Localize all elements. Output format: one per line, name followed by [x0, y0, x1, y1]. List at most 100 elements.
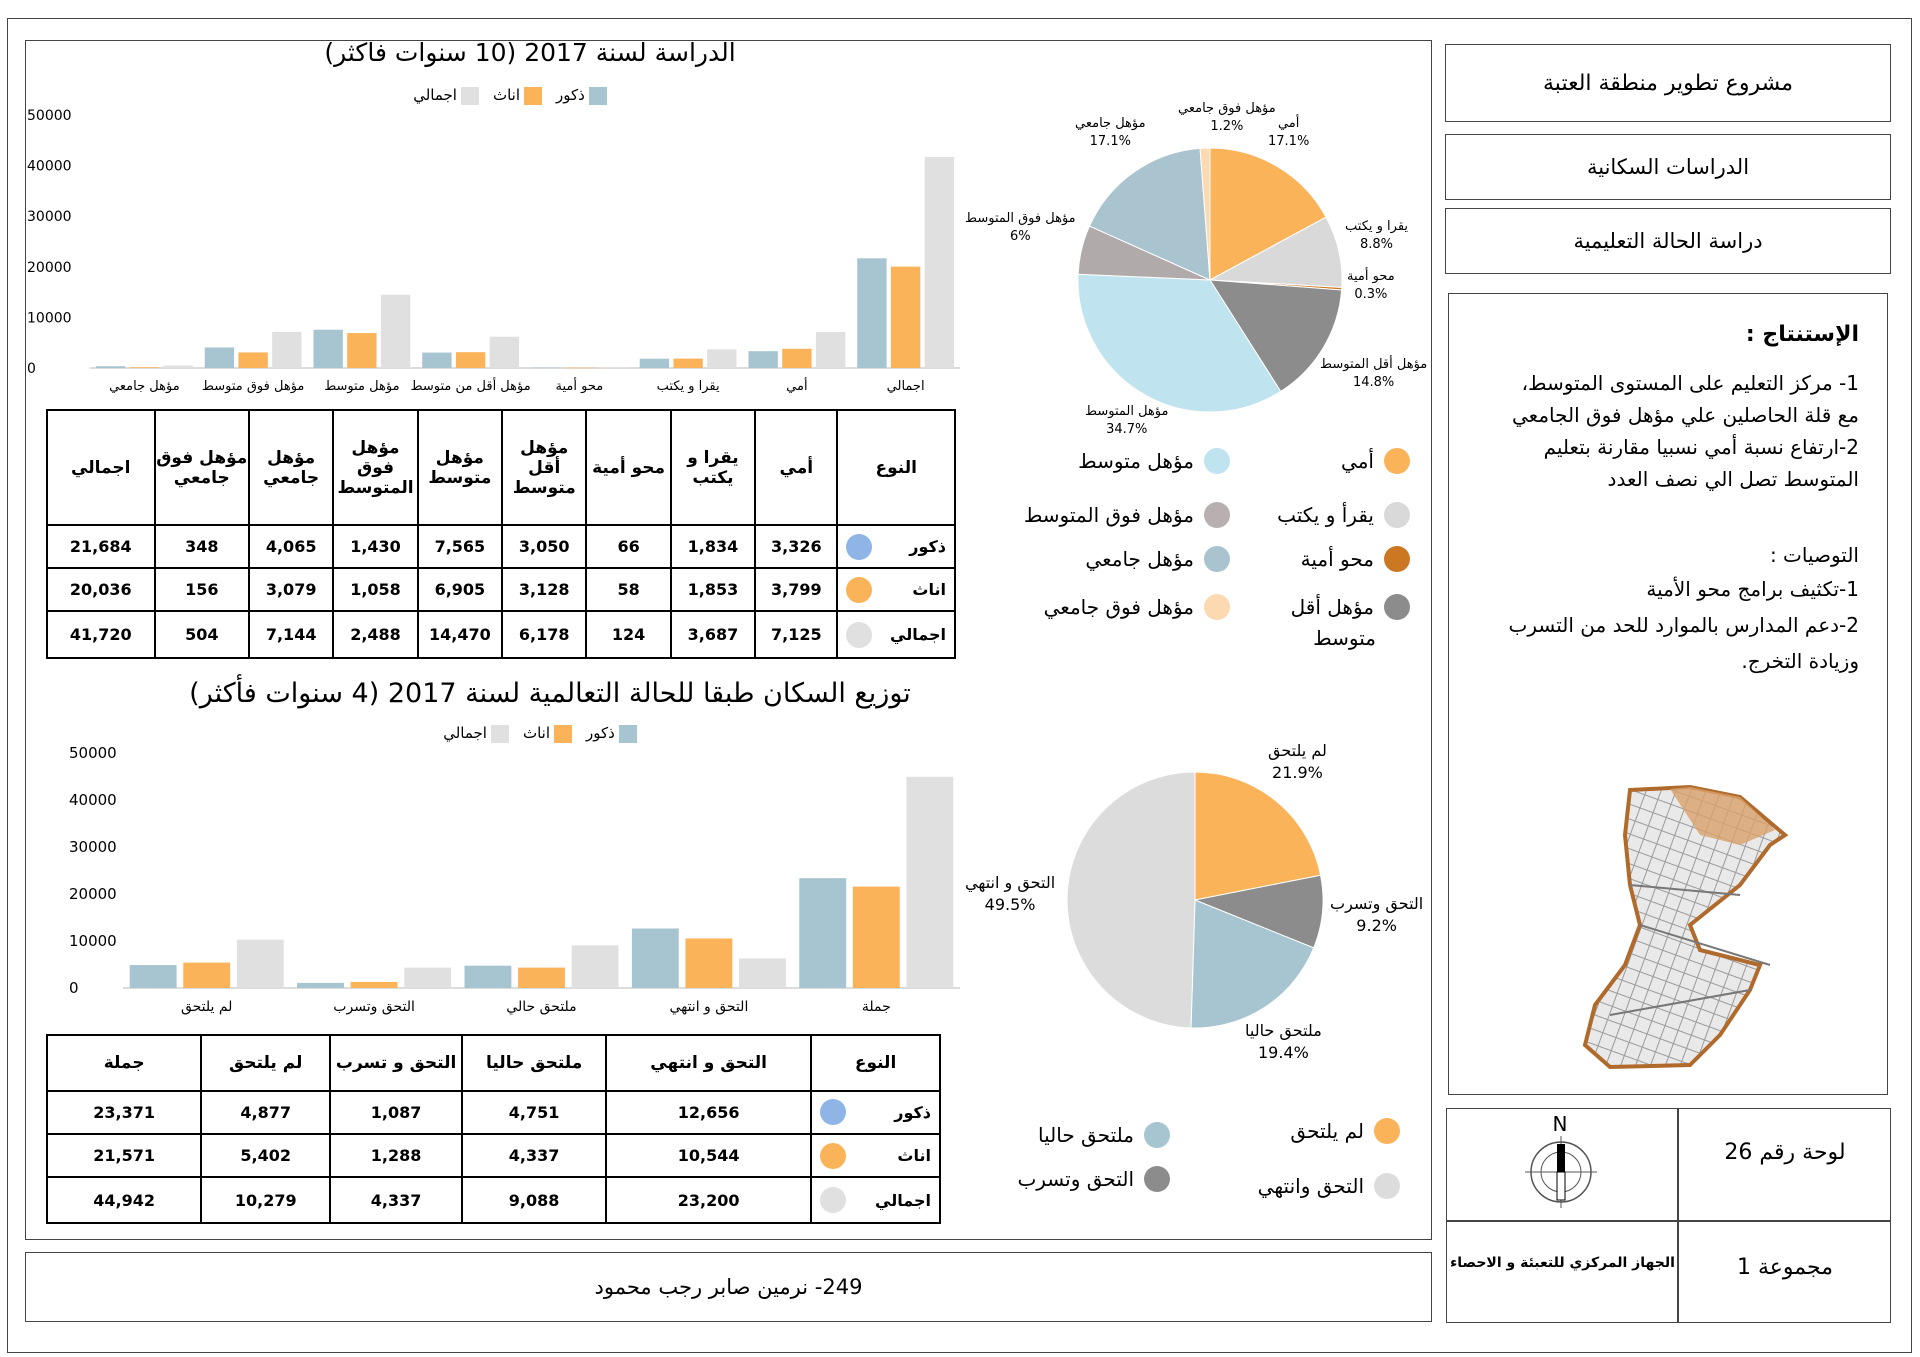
table-cell: 1,430 [332, 524, 419, 569]
table-header-cell: مؤهل متوسط [416, 409, 504, 526]
table-cell: 1,087 [329, 1089, 464, 1136]
table-cell: 20,036 [46, 567, 156, 612]
pie2-legend-graduated: التحق وانتهي [1230, 1173, 1400, 1199]
pie1-legend-university: مؤهل جامعي [1030, 546, 1230, 572]
table-header-cell: يقرا و يكتب [669, 409, 757, 526]
recommendation-line-3: وزيادة التخرج. [1741, 649, 1859, 673]
bar [685, 938, 733, 988]
table-cell: 4,751 [461, 1089, 608, 1136]
chart1-legend: ذكور اناث اجمالي [360, 86, 660, 105]
conclusion-box: الإستنتاج : 1- مركز التعليم على المستوى … [1448, 293, 1888, 1095]
section-title-box: الدراسات السكانية [1445, 134, 1891, 200]
section-title: الدراسات السكانية [1586, 155, 1750, 179]
table-header-cell: مؤهل جامعي [247, 409, 335, 526]
table-cell: 5,402 [200, 1133, 332, 1179]
topic-title: دراسة الحالة التعليمية [1573, 229, 1763, 253]
table-cell: 3,687 [669, 610, 757, 659]
bar [464, 965, 512, 988]
table-cell: 41,720 [46, 610, 156, 659]
table-cell: 3,128 [501, 567, 588, 612]
row-color-dot [820, 1187, 847, 1214]
table-header-cell: النوع [836, 409, 956, 526]
bar [489, 336, 520, 368]
table-cell: 66 [585, 524, 672, 569]
table-cell: 58 [585, 567, 672, 612]
y-tick-label: 10000 [27, 310, 72, 326]
main-panel [25, 40, 1432, 1240]
table-cell: 6,178 [501, 610, 588, 659]
row-label: ذكور [894, 1102, 931, 1122]
table-cell: 21,684 [46, 524, 156, 569]
bar [347, 333, 377, 368]
north-arrow-icon [1525, 1136, 1597, 1208]
table-cell: 1,834 [669, 524, 757, 569]
bar [857, 258, 887, 368]
pie-slice [1199, 147, 1211, 281]
table-header-cell: أمي [754, 409, 839, 526]
table-cell: 4,065 [247, 524, 335, 569]
chart2-bars: 0 10000 20000 30000 40000 50000 لم يلتحق التحق … [69, 744, 960, 1015]
conclusion-line-2: مع قلة الحاصلين علي مؤهل فوق الجامعي [1512, 403, 1859, 427]
group-number: مجموعة 1 [1737, 1255, 1833, 1280]
conclusion-line-4: المتوسط تصل الي نصف العدد [1607, 467, 1859, 491]
y-tick-label: 20000 [27, 260, 72, 276]
table-cell: 124 [585, 610, 672, 659]
bar [739, 958, 786, 988]
table-cell: 3,050 [501, 524, 588, 569]
north-label: N [1552, 1112, 1568, 1136]
table-cell: 156 [153, 567, 250, 612]
y-tick-label: 50000 [69, 744, 117, 762]
table-header-cell: النوع [810, 1034, 941, 1092]
table-cell: 3,079 [247, 567, 335, 612]
conclusion-line-3: 2-ارتفاع نسبة أمي نسبيا مقارنة بتعليم [1543, 435, 1859, 459]
x-tick-label: لم يلتحق [181, 999, 233, 1015]
pie1-label-reads: يقرا و يكتب 8.8% [1345, 219, 1409, 252]
table-header-cell: التحق و تسرب [329, 1034, 464, 1092]
bar [313, 329, 343, 368]
table-cell: 504 [153, 610, 250, 659]
table-header-cell: ملتحق حاليا [461, 1034, 608, 1092]
x-tick-label: ملتحق حالي [506, 999, 576, 1015]
pie1-legend-above-mid: مؤهل فوق المتوسط [960, 502, 1230, 528]
pie1-legend-reads: يقرأ و يكتب [1240, 502, 1410, 528]
row-label-cell: اناث [836, 567, 956, 612]
pie2-label-enrolled: ملتحق حاليا 19.4% [1245, 1021, 1322, 1063]
bar [518, 967, 565, 988]
legend2-total: اجمالي [443, 724, 509, 743]
bar [238, 352, 268, 368]
row-color-dot [846, 576, 873, 603]
pie2-label-graduated: التحق و انتهي 49.5% [965, 873, 1056, 915]
chart2-title: توزيع السكان طبقا للحالة التعالمية لسنة … [189, 678, 911, 709]
bar [129, 367, 160, 368]
table-cell: 3,326 [754, 524, 839, 569]
bar [204, 347, 235, 368]
row-label: اجمالي [890, 625, 946, 644]
pie2 [1066, 771, 1324, 1029]
bar [564, 367, 595, 369]
bar [782, 348, 812, 368]
bar [815, 331, 846, 368]
x-tick-label: مؤهل متوسط [324, 379, 399, 394]
pie-slice [1066, 771, 1196, 1029]
table-header-row: النوع أمي يقرا و يكتب محو أمية مؤهل أقل متوس… [46, 409, 956, 526]
bar [571, 945, 619, 988]
pie1-legend-below-mid: مؤهل أقل [1260, 594, 1410, 620]
table-header-cell: لم يلتحق [200, 1034, 332, 1092]
bar [924, 156, 955, 368]
pie-slice [1088, 147, 1211, 281]
bar [422, 352, 452, 368]
bar [404, 967, 452, 988]
bar [272, 331, 302, 368]
recommendation-line-2: 2-دعم المدارس بالموارد للحد من التسرب [1508, 613, 1859, 637]
table-cell: 23,200 [605, 1176, 813, 1224]
row-label: ذكور [909, 537, 946, 556]
pie2-legend-dropout: التحق وتسرب [995, 1166, 1170, 1192]
legend2-female: اناث [523, 724, 572, 743]
x-tick-label: يقرا و يكتب [657, 379, 720, 394]
bar [455, 352, 486, 368]
pie1-legend-ummi: أمي [1270, 448, 1410, 474]
y-tick-label: 0 [69, 979, 79, 997]
legend-male: ذكور [556, 86, 607, 105]
y-tick-label: 10000 [69, 932, 117, 950]
x-tick-label: التحق و انتهي [669, 999, 748, 1015]
